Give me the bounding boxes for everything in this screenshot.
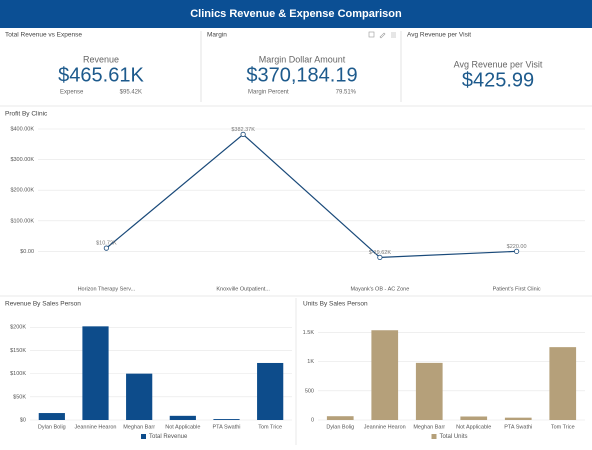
kpi-sub-value: $95.42K: [120, 90, 142, 96]
bar: [504, 417, 532, 420]
kpi-sub-label: Expense: [60, 90, 84, 96]
y-tick-label: $200K: [10, 325, 26, 331]
bar: [126, 373, 153, 420]
icon[interactable]: [391, 32, 396, 38]
chart-title: Profit By Clinic: [5, 111, 48, 118]
point: [514, 248, 520, 254]
bar: [257, 362, 284, 420]
legend-label: Total Revenue: [149, 434, 188, 440]
bar: [82, 326, 109, 420]
panel-title: Avg Revenue per Visit: [407, 32, 471, 39]
y-tick-label: $0: [20, 417, 26, 423]
chart-title: Units By Sales Person: [303, 301, 368, 308]
point: [240, 131, 246, 137]
legend-label: Total Units: [440, 434, 468, 440]
x-tick-label: Tom Trice: [258, 424, 282, 430]
legend-swatch: [141, 434, 146, 439]
panel-title: Total Revenue vs Expense: [5, 32, 82, 39]
kpi-sub-label: Margin Percent: [248, 90, 289, 96]
point: [377, 254, 383, 261]
x-tick-label: Not Applicable: [456, 424, 491, 430]
y-tick-label: $400.00K: [10, 126, 34, 132]
x-tick-label: Dylan Bolig: [38, 424, 66, 430]
bar: [371, 330, 399, 420]
kpi-sub-value: 79.51%: [336, 90, 357, 96]
y-tick-label: $100.00K: [10, 218, 34, 224]
kpi-value: $425.99: [462, 69, 534, 91]
bar: [326, 416, 354, 420]
bar: [549, 347, 577, 420]
x-tick-label: Jeannine Hearon: [364, 424, 406, 430]
bar: [213, 419, 240, 420]
bar: [415, 362, 443, 420]
x-tick-label: PTA Swathi: [504, 424, 532, 430]
y-tick-label: $300.00K: [10, 157, 34, 163]
data-label: $220.00: [507, 244, 527, 250]
data-label: $382.37K: [231, 127, 255, 133]
x-tick-label: Dylan Bolig: [326, 424, 354, 430]
kpi-value: $370,184.19: [246, 64, 357, 86]
bar: [460, 416, 488, 420]
x-tick-label: Meghan Barr: [123, 424, 155, 430]
legend-swatch: [431, 434, 437, 439]
x-tick-label: Patient's First Clinic: [493, 286, 541, 292]
point: [103, 245, 109, 251]
x-tick-label: Meghan Barr: [413, 424, 445, 430]
y-tick-label: $0.00: [20, 249, 34, 255]
y-tick-label: $150K: [10, 348, 26, 354]
line: [105, 133, 517, 259]
x-tick-label: PTA Swathi: [212, 424, 240, 430]
kpi-label: Avg Revenue per Visit: [454, 59, 543, 69]
x-tick-label: Not Applicable: [165, 424, 200, 430]
icon[interactable]: [379, 32, 386, 39]
header-title: Clinics Revenue & Expense Comparison: [190, 8, 402, 20]
icon[interactable]: [368, 31, 375, 38]
y-tick-label: 0: [311, 417, 314, 423]
x-tick-label: Knoxville Outpatient...: [216, 286, 270, 292]
x-tick-label: Horizon Therapy Serv...: [78, 286, 136, 292]
header-bar: [0, 0, 592, 28]
y-tick-label: $200.00K: [10, 188, 34, 194]
y-tick-label: 1K: [307, 359, 314, 365]
y-tick-label: 1.5K: [303, 330, 315, 336]
kpi-label: Margin Dollar Amount: [259, 54, 346, 64]
data-label: $-19.62K: [369, 250, 392, 256]
x-tick-label: Jeannine Hearon: [75, 424, 117, 430]
x-tick-label: Tom Trice: [551, 424, 575, 430]
y-tick-label: $50K: [13, 394, 26, 400]
panel-title: Margin: [207, 32, 227, 39]
kpi-value: $465.61K: [58, 64, 144, 86]
data-label: $10.72K: [96, 241, 117, 247]
y-tick-label: $100K: [10, 371, 26, 377]
bar: [169, 415, 196, 420]
x-tick-label: Mayank's OB - AC Zone: [350, 286, 409, 292]
bar: [38, 413, 65, 420]
kpi-label: Revenue: [83, 54, 119, 64]
chart-title: Revenue By Sales Person: [5, 301, 81, 308]
y-tick-label: 500: [305, 388, 314, 394]
